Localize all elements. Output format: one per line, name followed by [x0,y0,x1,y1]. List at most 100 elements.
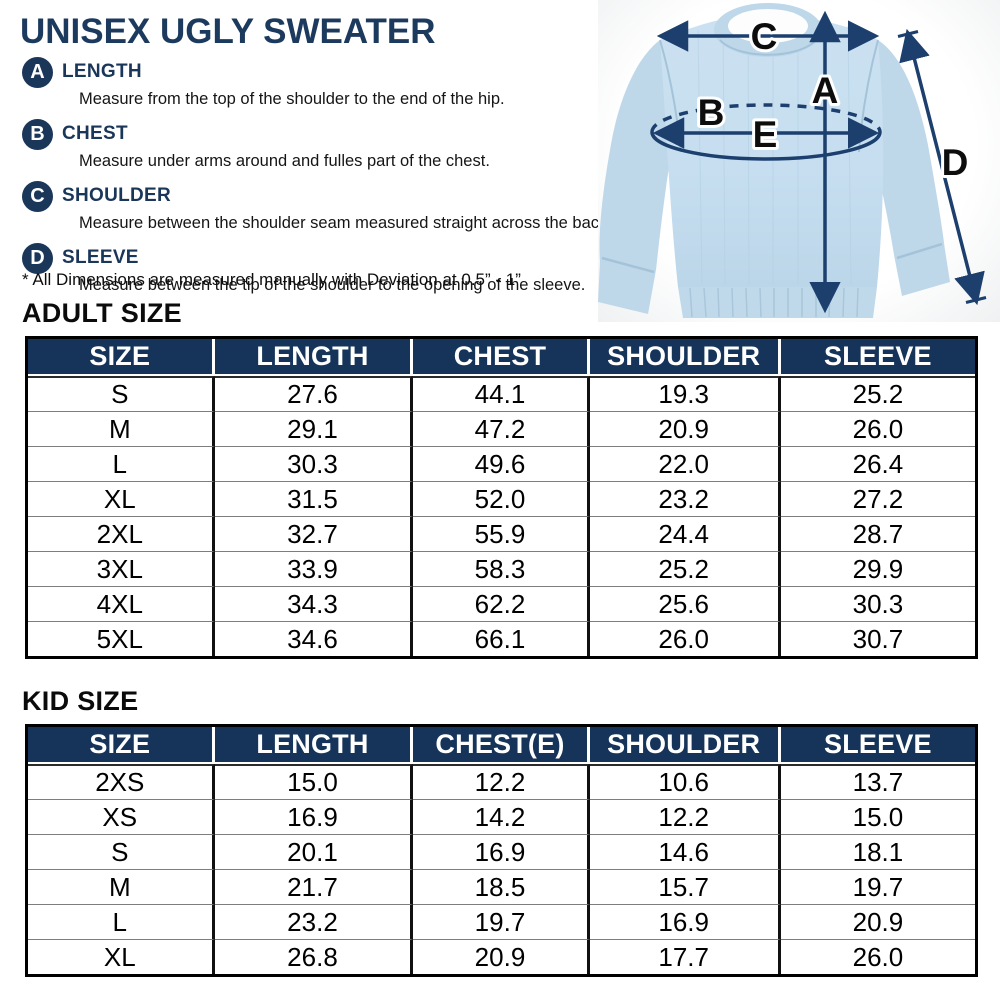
dim-label-c: C [751,16,778,57]
table-cell: 5XL [28,621,215,656]
table-cell: 26.0 [780,939,975,974]
table-cell: M [28,411,215,446]
table-cell: 25.2 [589,551,781,586]
column-header: LENGTH [214,727,414,764]
column-header: SHOULDER [589,339,781,376]
column-header: SIZE [28,727,215,764]
badge-letter-b: B [22,118,53,150]
table-cell: 16.9 [589,904,781,939]
column-header: SLEEVE [780,727,975,764]
dim-label-b: B [698,92,725,133]
deviation-note: * All Dimensions are measured manually w… [22,270,521,289]
table-cell: 19.7 [780,869,975,904]
table-row: M 29.1 47.2 20.9 26.0 [28,411,975,446]
kid-size-table: SIZE LENGTH CHEST(E) SHOULDER SLEEVE 2XS 15.0… [25,724,978,977]
table-cell: S [28,834,215,869]
page-title: UNISEX UGLY SWEATER [20,12,436,51]
measure-item-shoulder: C SHOULDER Measure between the shoulder … [22,180,612,233]
table-cell: 14.6 [589,834,781,869]
dim-label-a: A [812,70,839,111]
table-row: M 21.7 18.5 15.7 19.7 [28,869,975,904]
measure-name: SLEEVE [62,247,139,268]
table-cell: 27.2 [780,481,975,516]
dim-label-d: D [942,142,969,183]
table-row: XS 16.9 14.2 12.2 15.0 [28,799,975,834]
table-cell: 55.9 [413,516,590,551]
measure-item-sleeve: D SLEEVE Measure between the tip of the … [22,242,612,295]
table-cell: 30.7 [780,621,975,656]
measure-name: SHOULDER [62,185,172,206]
table-row: L 23.2 19.7 16.9 20.9 [28,904,975,939]
table-cell: 20.9 [589,411,781,446]
table-row: S 20.1 16.9 14.6 18.1 [28,834,975,869]
table-cell: 26.0 [780,411,975,446]
column-header: LENGTH [214,339,414,376]
sweater-hem [678,287,877,318]
table-cell: XL [28,939,215,974]
table-cell: 19.3 [589,376,781,411]
table-cell: 3XL [28,551,215,586]
table-cell: 12.2 [589,799,781,834]
table-cell: 15.7 [589,869,781,904]
dim-line-d [899,28,985,306]
sweater-graphic: C A B E D [598,3,987,318]
table-cell: L [28,446,215,481]
table-cell: 20.9 [413,939,590,974]
table-cell: 23.2 [214,904,414,939]
table-row: 2XL 32.7 55.9 24.4 28.7 [28,516,975,551]
adult-size-heading: ADULT SIZE [22,298,182,328]
table-cell: 31.5 [214,481,414,516]
table-cell: 25.6 [589,586,781,621]
table-cell: 16.9 [214,799,414,834]
table-row: 5XL 34.6 66.1 26.0 30.7 [28,621,975,656]
table-row: XL 31.5 52.0 23.2 27.2 [28,481,975,516]
measure-description: Measure under arms around and fulles par… [79,152,490,170]
table-cell: 18.5 [413,869,590,904]
table-cell: 17.7 [589,939,781,974]
table-cell: S [28,376,215,411]
table-cell: 4XL [28,586,215,621]
table-cell: 30.3 [214,446,414,481]
table-cell: 58.3 [413,551,590,586]
table-cell: 16.9 [413,834,590,869]
table-row: XL 26.8 20.9 17.7 26.0 [28,939,975,974]
table-cell: 27.6 [214,376,414,411]
dim-label-e: E [753,114,778,155]
table-cell: 26.4 [780,446,975,481]
table-cell: 24.4 [589,516,781,551]
measure-description: Measure between the tip of the shoulder … [79,276,586,294]
table-cell: 26.0 [589,621,781,656]
table-cell: 34.6 [214,621,414,656]
column-header: SLEEVE [780,339,975,376]
table-cell: 2XS [28,764,215,799]
table-cell: 49.6 [413,446,590,481]
table-cell: 22.0 [589,446,781,481]
table-cell: 14.2 [413,799,590,834]
kid-size-heading: KID SIZE [22,686,139,716]
table-cell: 62.2 [413,586,590,621]
measure-name: LENGTH [62,61,142,82]
table-cell: 32.7 [214,516,414,551]
table-cell: XS [28,799,215,834]
column-header: SHOULDER [589,727,781,764]
table-cell: M [28,869,215,904]
badge-letter-c: C [22,180,53,212]
header-row: SIZE LENGTH CHEST(E) SHOULDER SLEEVE [28,727,975,764]
measurement-list: A LENGTH Measure from the top of the sho… [22,56,612,304]
table-cell: 13.7 [780,764,975,799]
column-header: CHEST [413,339,590,376]
table-cell: 23.2 [589,481,781,516]
badge-letter-d: D [22,242,53,274]
table-cell: 34.3 [214,586,414,621]
table-cell: 2XL [28,516,215,551]
table-row: L 30.3 49.6 22.0 26.4 [28,446,975,481]
table-cell: 21.7 [214,869,414,904]
table-cell: XL [28,481,215,516]
sweater-left-sleeve [598,40,680,314]
column-header: SIZE [28,339,215,376]
table-cell: 44.1 [413,376,590,411]
table-cell: 10.6 [589,764,781,799]
table-cell: 19.7 [413,904,590,939]
measure-item-length: A LENGTH Measure from the top of the sho… [22,56,612,109]
